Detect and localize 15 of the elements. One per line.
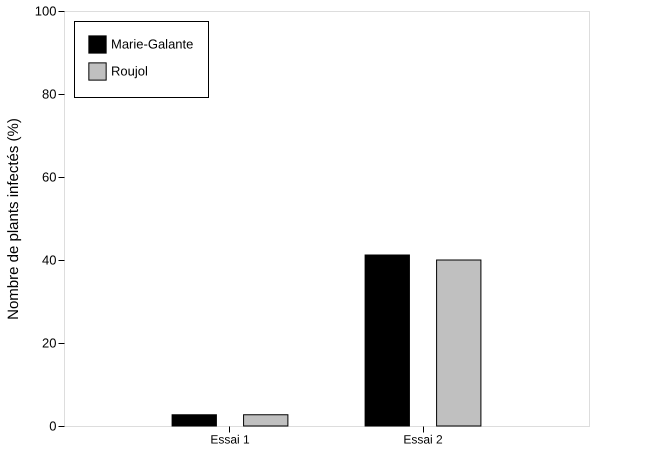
y-tick-label: 0 — [49, 418, 56, 434]
y-tick-label: 100 — [34, 4, 56, 18]
y-tick-label: 40 — [42, 252, 56, 268]
bar — [172, 414, 217, 426]
bar — [243, 414, 288, 426]
y-tick-label: 80 — [42, 86, 56, 102]
y-tick-label: 60 — [42, 170, 56, 184]
x-tick-label: Essai 2 — [403, 432, 444, 446]
legend-label: Marie-Galante — [111, 36, 194, 52]
y-axis-title: Nombre de plants infectés (%) — [4, 118, 22, 320]
bar — [436, 260, 482, 426]
x-tick-label: Essai 1 — [210, 432, 250, 446]
legend-label: Roujol — [111, 64, 148, 78]
bar — [364, 254, 410, 426]
y-tick-label: 20 — [42, 336, 56, 350]
